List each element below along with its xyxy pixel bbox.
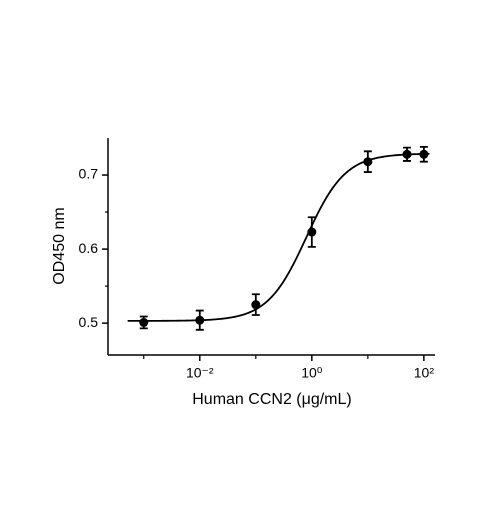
data-point: [195, 315, 205, 325]
fit-curve: [127, 152, 430, 322]
x-tick-label: 10²: [414, 365, 435, 381]
data-point: [251, 300, 261, 310]
y-tick-label: 0.5: [79, 314, 99, 330]
x-axis-label: Human CCN2 (μg/mL): [192, 391, 351, 408]
y-tick-label: 0.6: [79, 240, 99, 256]
data-point: [363, 157, 373, 167]
x-tick-label: 10⁰: [301, 365, 323, 381]
data-point: [307, 227, 317, 237]
y-tick-label: 0.7: [79, 166, 99, 182]
data-point: [402, 149, 412, 159]
y-axis-label: OD450 nm: [51, 207, 68, 284]
x-tick-label: 10⁻²: [186, 365, 214, 381]
data-point: [419, 149, 429, 159]
data-point: [139, 317, 149, 327]
